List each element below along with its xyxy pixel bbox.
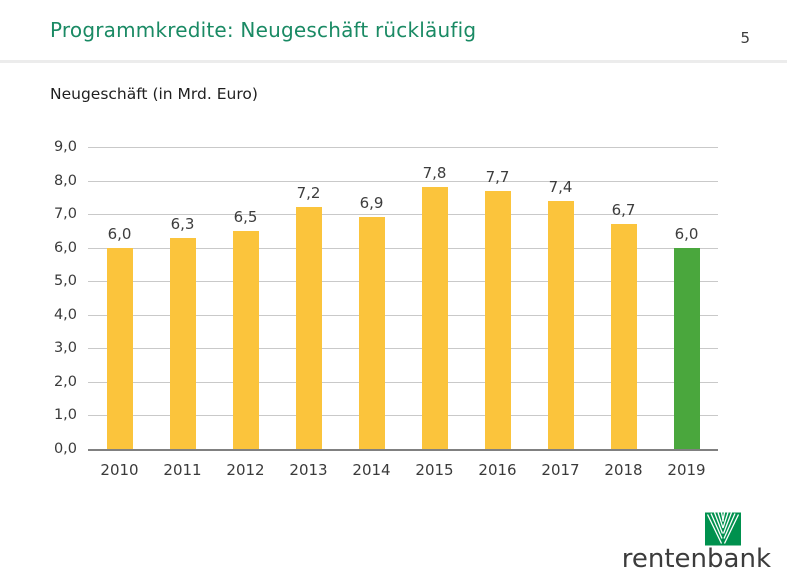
page-number: 5 bbox=[740, 29, 750, 47]
bar bbox=[673, 247, 700, 449]
bar bbox=[358, 217, 385, 449]
bar-slot: 6,0 bbox=[88, 147, 151, 449]
x-axis-label: 2015 bbox=[415, 461, 454, 479]
gridline bbox=[88, 281, 718, 283]
bar-slot: 7,2 bbox=[277, 147, 340, 449]
y-axis-label: 8,0 bbox=[53, 172, 77, 189]
gridline bbox=[88, 348, 718, 350]
y-axis-label: 6,0 bbox=[53, 239, 77, 256]
bar-slot: 7,7 bbox=[466, 147, 529, 449]
bar-slot: 6,5 bbox=[214, 147, 277, 449]
bar-value-label: 6,5 bbox=[233, 207, 258, 226]
x-axis-label: 2013 bbox=[289, 461, 328, 479]
y-axis-label: 1,0 bbox=[53, 407, 77, 424]
x-axis-label: 2014 bbox=[352, 461, 391, 479]
rentenbank-logo-icon bbox=[705, 512, 741, 546]
bar-value-label: 7,7 bbox=[485, 167, 510, 186]
gridline bbox=[88, 180, 718, 182]
bar bbox=[547, 200, 574, 449]
bar-slot: 6,3 bbox=[151, 147, 214, 449]
x-axis-label: 2010 bbox=[100, 461, 139, 479]
bar bbox=[106, 247, 133, 449]
y-axis-label: 3,0 bbox=[53, 340, 77, 357]
bar-slot: 7,8 bbox=[403, 147, 466, 449]
x-axis-label: 2011 bbox=[163, 461, 202, 479]
gridline bbox=[88, 147, 718, 148]
bar-value-label: 6,7 bbox=[611, 201, 636, 220]
x-axis-labels: 2010 2011 2012 2013 2014 2015 2016 2017 2018 2019 bbox=[88, 461, 718, 479]
bar-slot: 6,7 bbox=[592, 147, 655, 449]
x-axis-label: 2019 bbox=[667, 461, 706, 479]
y-axis-label: 4,0 bbox=[53, 306, 77, 323]
bar-slot: 7,4 bbox=[529, 147, 592, 449]
gridline bbox=[88, 247, 718, 249]
chart-title: Neugeschäft (in Mrd. Euro) bbox=[50, 85, 258, 103]
bar bbox=[484, 190, 511, 449]
y-axis-label: 5,0 bbox=[53, 273, 77, 290]
bar bbox=[421, 187, 448, 449]
gridlines bbox=[88, 147, 718, 449]
brand-name: rentenbank bbox=[621, 544, 771, 574]
bars: 6,0 6,3 6,5 7,2 6,9 7,8 7,7 7,4 6,7 6,0 bbox=[88, 147, 718, 449]
x-axis-label: 2012 bbox=[226, 461, 265, 479]
page-title: Programmkredite: Neugeschäft rückläufig bbox=[50, 18, 477, 42]
y-axis-label: 2,0 bbox=[53, 373, 77, 390]
x-axis-label: 2017 bbox=[541, 461, 580, 479]
bar-value-label: 6,9 bbox=[359, 194, 384, 213]
y-axis-labels: 0,0 1,0 2,0 3,0 4,0 5,0 6,0 7,0 8,0 9,0 bbox=[26, 139, 77, 457]
y-axis-label: 7,0 bbox=[53, 206, 77, 223]
bar-slot: 6,9 bbox=[340, 147, 403, 449]
x-axis-label: 2016 bbox=[478, 461, 517, 479]
y-axis-label: 9,0 bbox=[53, 139, 77, 155]
bar-value-label: 6,0 bbox=[107, 224, 132, 243]
gridline bbox=[88, 415, 718, 417]
bar bbox=[232, 230, 259, 449]
gridline bbox=[88, 214, 718, 216]
bar-value-label: 7,2 bbox=[296, 184, 321, 203]
bar bbox=[610, 224, 637, 449]
bar-value-label: 6,0 bbox=[674, 224, 699, 243]
plot-area: 6,0 6,3 6,5 7,2 6,9 7,8 7,7 7,4 6,7 6,0 bbox=[88, 147, 718, 451]
bar-value-label: 6,3 bbox=[170, 214, 195, 233]
y-axis-label: 0,0 bbox=[53, 441, 77, 457]
bar bbox=[169, 237, 196, 449]
bar-value-label: 7,8 bbox=[422, 164, 447, 183]
gridline bbox=[88, 381, 718, 383]
bar bbox=[295, 207, 322, 449]
x-axis-label: 2018 bbox=[604, 461, 643, 479]
gridline bbox=[88, 314, 718, 316]
bar-slot: 6,0 bbox=[655, 147, 718, 449]
header-divider bbox=[0, 60, 787, 63]
bar-value-label: 7,4 bbox=[548, 177, 573, 196]
